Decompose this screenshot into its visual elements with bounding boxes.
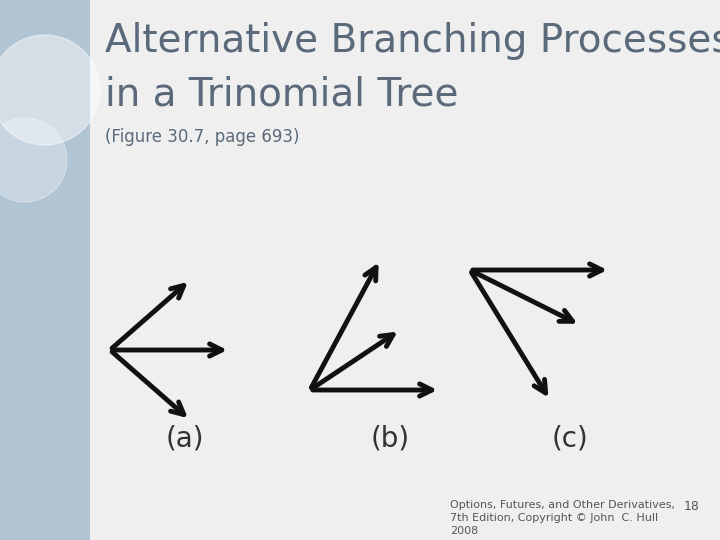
Text: 2008: 2008	[450, 526, 478, 536]
Text: (c): (c)	[552, 425, 588, 453]
Text: 18: 18	[684, 500, 700, 513]
Circle shape	[0, 118, 67, 202]
Text: Alternative Branching Processes: Alternative Branching Processes	[105, 22, 720, 60]
Text: 7th Edition, Copyright © John  C. Hull: 7th Edition, Copyright © John C. Hull	[450, 513, 658, 523]
Text: (a): (a)	[166, 425, 204, 453]
Bar	[90, 0, 720, 540]
Text: (b): (b)	[370, 425, 410, 453]
Text: (Figure 30.7, page 693): (Figure 30.7, page 693)	[105, 128, 300, 146]
Circle shape	[0, 35, 100, 145]
Text: in a Trinomial Tree: in a Trinomial Tree	[105, 75, 459, 113]
Text: Options, Futures, and Other Derivatives,: Options, Futures, and Other Derivatives,	[450, 500, 675, 510]
Bar	[0, 0, 90, 540]
